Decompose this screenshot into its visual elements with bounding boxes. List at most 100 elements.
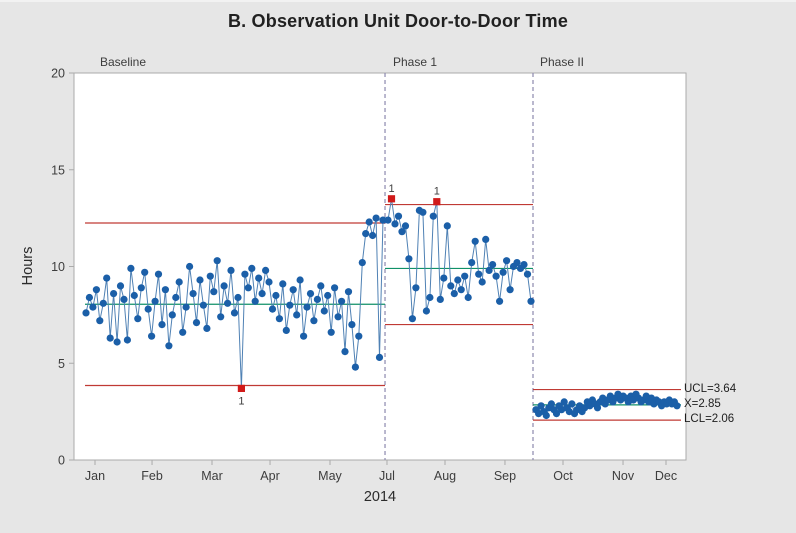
- data-point: [496, 297, 504, 305]
- data-point: [398, 228, 406, 236]
- lcl-label: LCL=2.06: [684, 413, 735, 425]
- data-point: [369, 231, 377, 240]
- x-tick-label: Nov: [612, 469, 635, 483]
- data-point: [120, 295, 128, 303]
- data-point: [384, 216, 392, 224]
- x-tick-label: Apr: [260, 469, 279, 483]
- data-point: [251, 297, 259, 305]
- data-point: [375, 353, 384, 361]
- data-point: [123, 336, 131, 344]
- data-point: [172, 293, 180, 302]
- data-point: [89, 303, 97, 311]
- data-point: [99, 299, 107, 307]
- data-point: [310, 317, 318, 325]
- data-point: [344, 288, 353, 296]
- data-point: [478, 278, 486, 286]
- data-point: [199, 301, 207, 309]
- data-point: [313, 295, 321, 303]
- data-point: [196, 276, 204, 284]
- data-point: [258, 290, 266, 298]
- outlier-flag-label: 1: [434, 186, 440, 198]
- data-point: [224, 299, 232, 307]
- data-point: [362, 230, 370, 238]
- data-point: [450, 290, 458, 298]
- y-tick-label: 15: [51, 163, 65, 177]
- out-of-control-point: [433, 198, 441, 206]
- data-point: [436, 295, 444, 303]
- data-point: [210, 288, 218, 296]
- data-point: [168, 311, 176, 319]
- data-point: [96, 317, 104, 325]
- data-point: [523, 270, 532, 278]
- data-point: [144, 305, 152, 313]
- data-point: [475, 270, 483, 278]
- data-point: [338, 297, 346, 305]
- data-point: [492, 272, 500, 280]
- data-point: [220, 282, 228, 290]
- out-of-control-point: [387, 195, 396, 203]
- data-point: [130, 291, 138, 300]
- data-point: [282, 326, 290, 334]
- data-point: [422, 307, 430, 315]
- center-label: X=2.85: [684, 398, 721, 410]
- data-point: [203, 324, 211, 332]
- chart-title: B. Observation Unit Door-to-Door Time: [227, 11, 569, 31]
- phase-label: Phase II: [540, 55, 584, 69]
- data-point: [158, 321, 166, 329]
- data-point: [189, 290, 197, 298]
- data-point: [134, 315, 142, 323]
- data-point: [334, 313, 342, 321]
- data-point: [320, 307, 328, 315]
- data-point: [234, 293, 242, 302]
- data-point: [365, 218, 373, 226]
- data-point: [506, 286, 514, 294]
- data-point: [401, 222, 410, 230]
- data-point: [464, 293, 472, 302]
- data-point: [503, 257, 511, 265]
- data-point: [355, 332, 363, 340]
- data-point: [161, 286, 169, 294]
- data-point: [379, 216, 387, 224]
- data-point: [306, 290, 315, 298]
- x-tick-label: May: [318, 469, 342, 483]
- data-point: [182, 303, 190, 311]
- data-point: [241, 270, 249, 278]
- data-point: [471, 237, 479, 245]
- data-point: [110, 290, 118, 298]
- plot-frame: [73, 72, 687, 461]
- data-point: [391, 220, 399, 228]
- data-point: [440, 274, 448, 282]
- x-tick-label: Aug: [434, 469, 456, 483]
- data-point: [275, 315, 283, 323]
- data-point: [103, 274, 111, 282]
- y-tick-label: 5: [58, 357, 65, 371]
- data-point: [461, 272, 469, 280]
- data-point: [206, 272, 214, 280]
- data-point: [268, 305, 277, 313]
- data-point: [154, 270, 163, 278]
- data-point: [499, 268, 507, 276]
- data-point: [127, 264, 135, 272]
- data-point: [351, 363, 359, 371]
- data-point: [217, 313, 225, 321]
- series-line: [387, 198, 532, 319]
- x-tick-label: Oct: [553, 469, 573, 483]
- data-point: [547, 400, 555, 408]
- data-point: [560, 398, 568, 406]
- data-point: [179, 328, 187, 336]
- data-point: [520, 261, 528, 269]
- data-point: [327, 328, 335, 336]
- data-point: [300, 332, 308, 340]
- x-tick-label: Feb: [141, 469, 163, 483]
- data-point: [248, 264, 256, 272]
- data-point: [372, 214, 380, 222]
- data-point: [293, 311, 301, 319]
- data-point: [186, 262, 194, 271]
- data-point: [447, 282, 455, 290]
- data-point: [265, 278, 273, 286]
- data-point: [429, 212, 437, 220]
- x-axis-title: 2014: [363, 489, 397, 505]
- data-point: [151, 297, 159, 305]
- data-point: [141, 268, 149, 276]
- data-point: [457, 286, 465, 294]
